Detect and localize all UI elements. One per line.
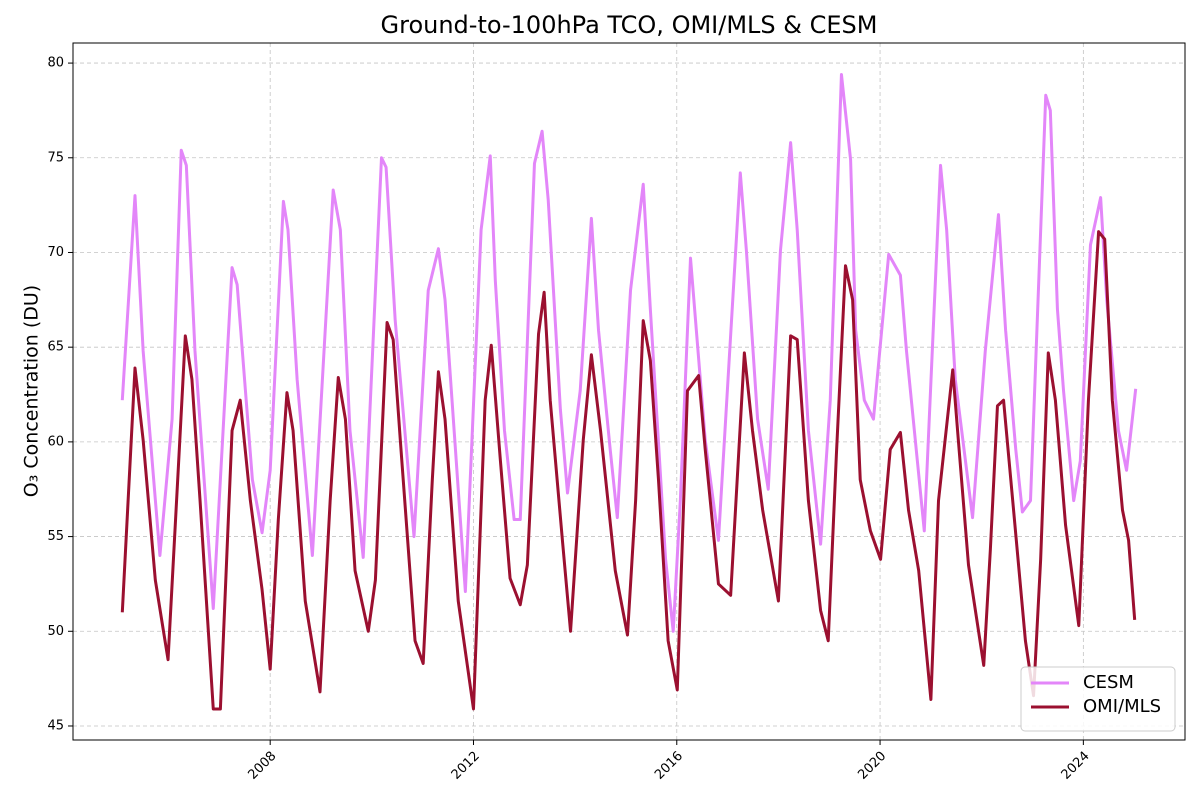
x-tick-label: 2024 [1059,749,1093,783]
chart-title: Ground-to-100hPa TCO, OMI/MLS & CESM [381,11,878,39]
y-tick-label: 65 [47,340,64,355]
plot-frame [72,42,1186,741]
x-tick-label: 2020 [855,749,889,783]
series-line [120,72,1138,633]
x-tick-label: 2012 [449,749,483,783]
series-line [120,230,1137,711]
y-tick-label: 45 [47,718,64,733]
y-tick-label: 50 [47,624,64,639]
y-axis-label: O₃ Concentration (DU) [21,285,43,497]
y-tick-label: 75 [47,150,64,165]
legend-label: CESM [1083,672,1134,693]
y-tick-label: 55 [47,529,64,544]
y-tick-label: 70 [47,245,64,260]
x-tick-label: 2016 [652,749,686,783]
x-tick-label: 2008 [245,749,279,783]
y-tick-label: 80 [47,56,64,71]
legend-label: OMI/MLS [1083,696,1161,717]
y-tick-label: 60 [47,434,64,449]
